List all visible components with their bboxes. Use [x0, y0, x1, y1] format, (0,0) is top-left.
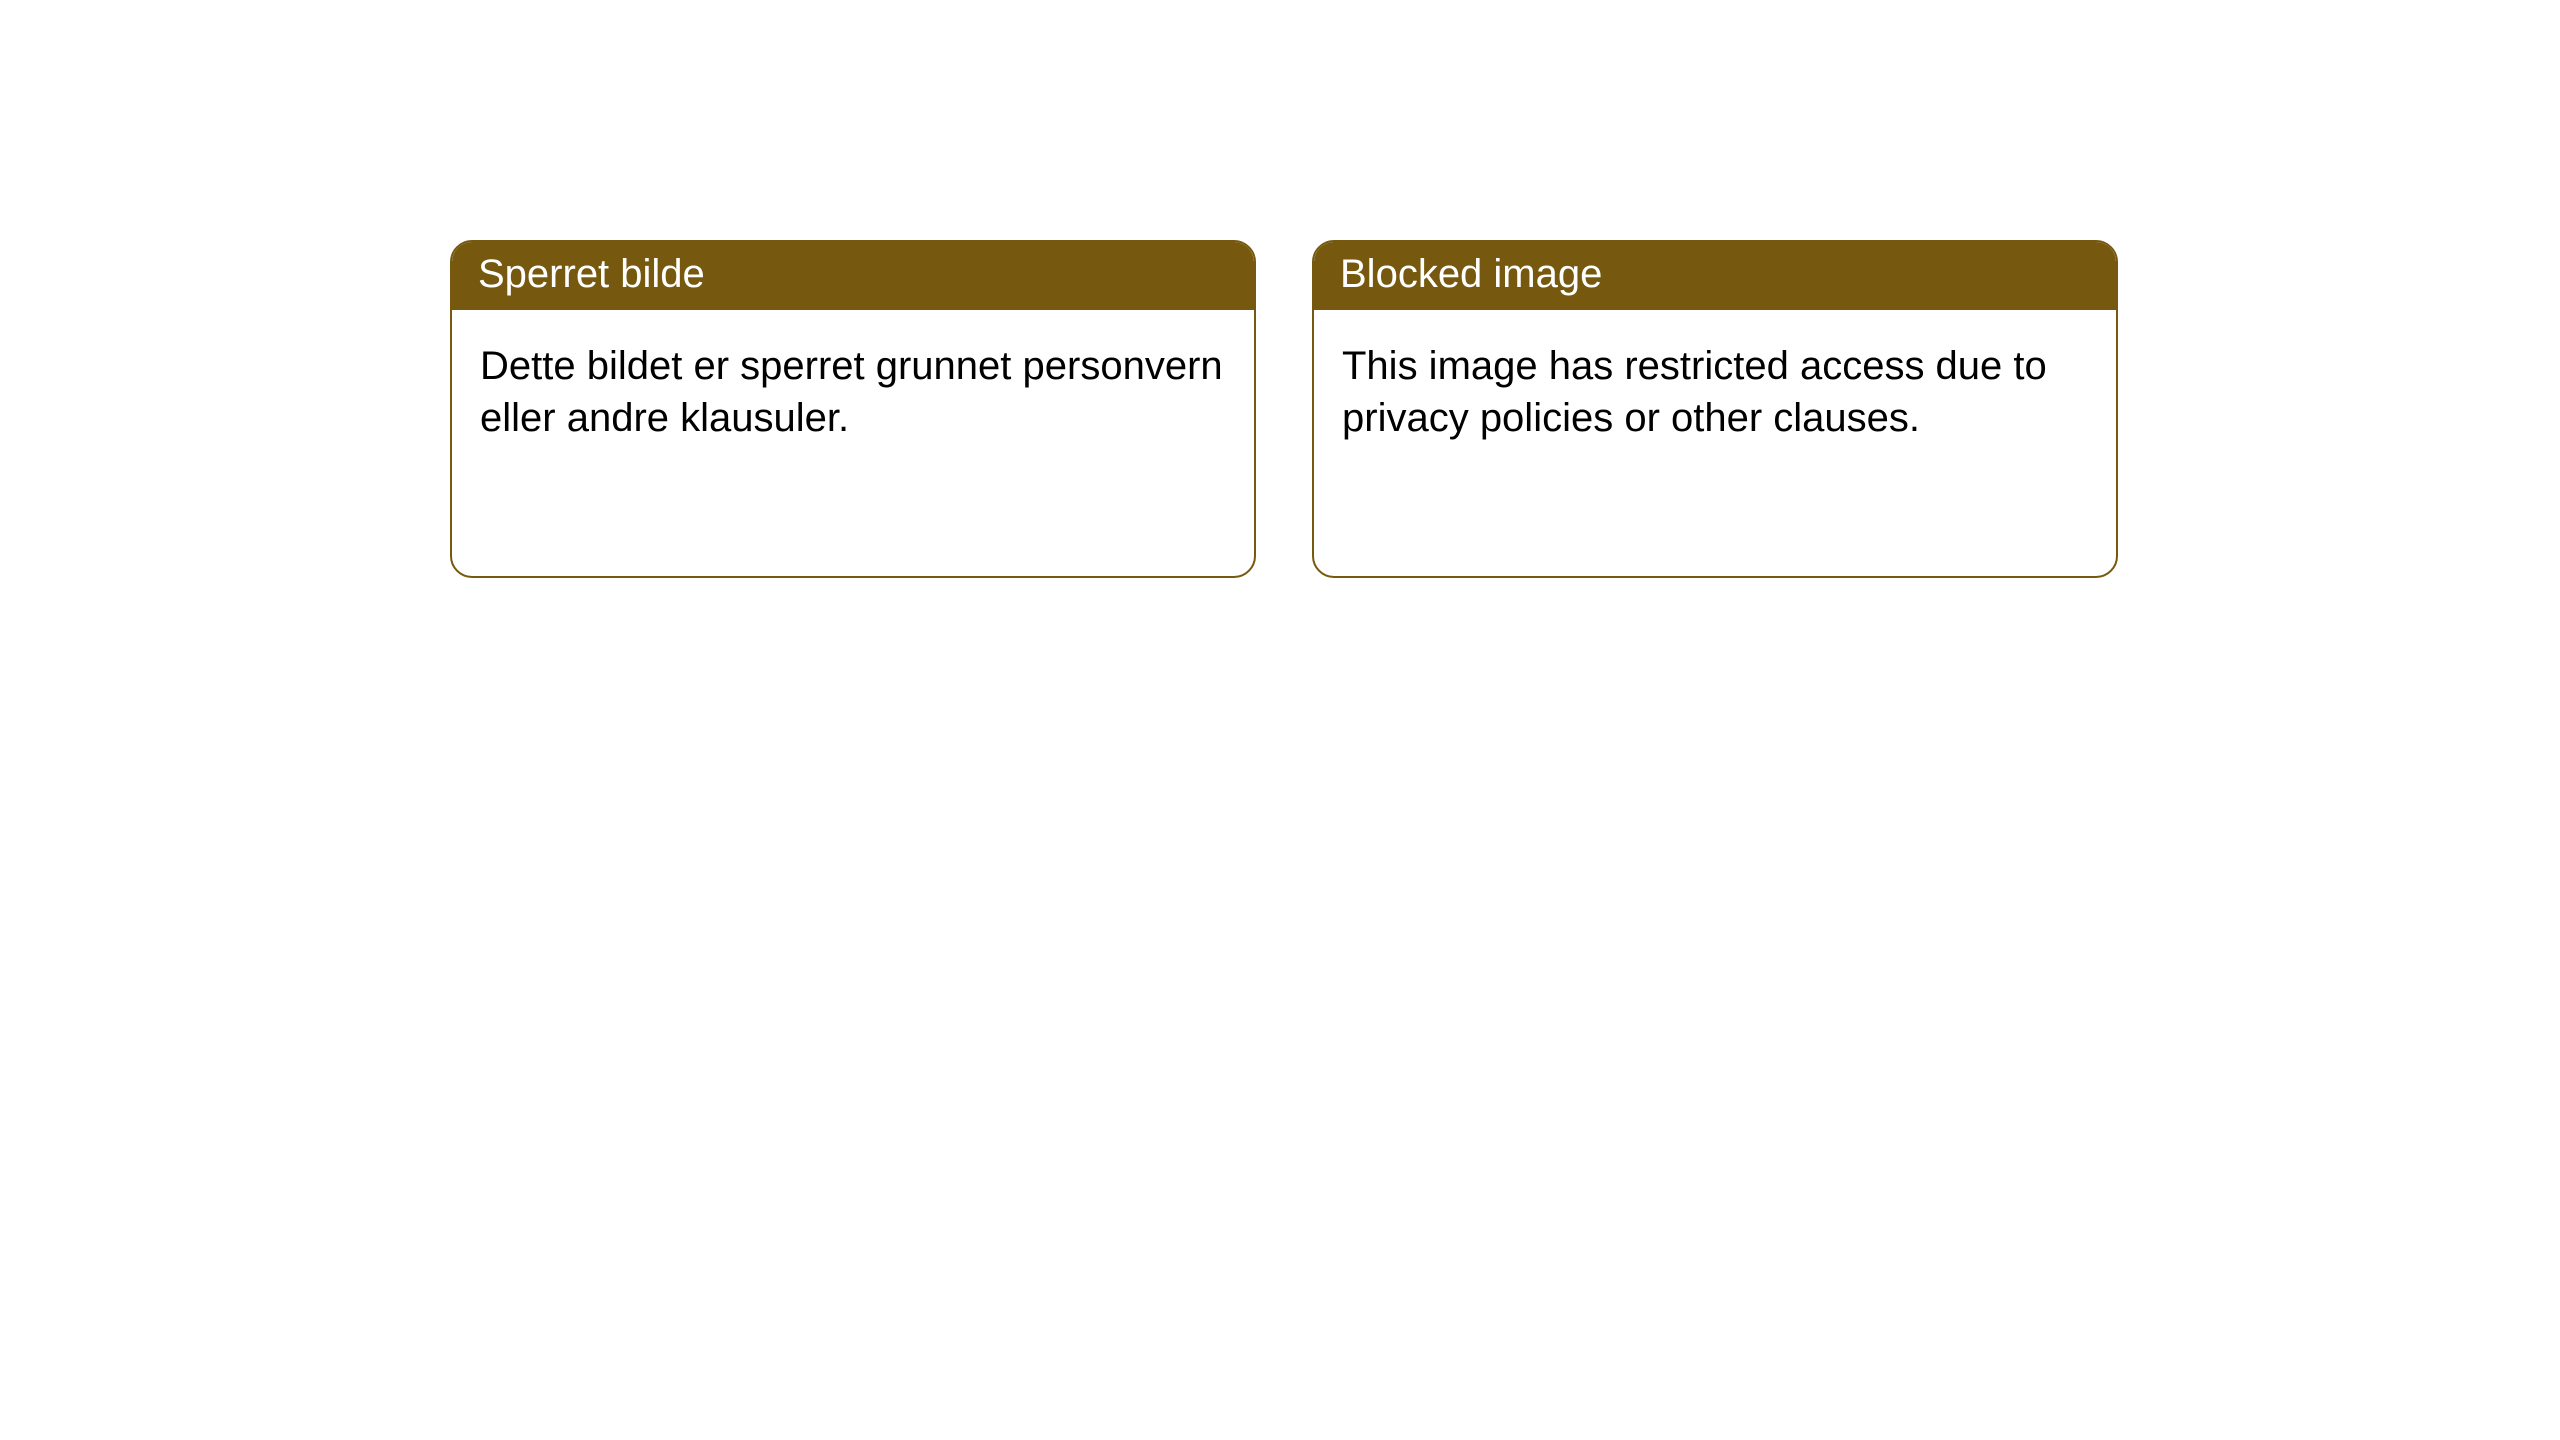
- card-header: Sperret bilde: [452, 242, 1254, 310]
- card-header: Blocked image: [1314, 242, 2116, 310]
- card-title: Blocked image: [1340, 252, 1602, 296]
- blocked-image-card-english: Blocked image This image has restricted …: [1312, 240, 2118, 578]
- card-message: This image has restricted access due to …: [1342, 344, 2047, 440]
- card-body: This image has restricted access due to …: [1314, 310, 2116, 474]
- card-body: Dette bildet er sperret grunnet personve…: [452, 310, 1254, 474]
- card-message: Dette bildet er sperret grunnet personve…: [480, 344, 1223, 440]
- blocked-image-card-norwegian: Sperret bilde Dette bildet er sperret gr…: [450, 240, 1256, 578]
- notice-container: Sperret bilde Dette bildet er sperret gr…: [0, 0, 2560, 578]
- card-title: Sperret bilde: [478, 252, 705, 296]
